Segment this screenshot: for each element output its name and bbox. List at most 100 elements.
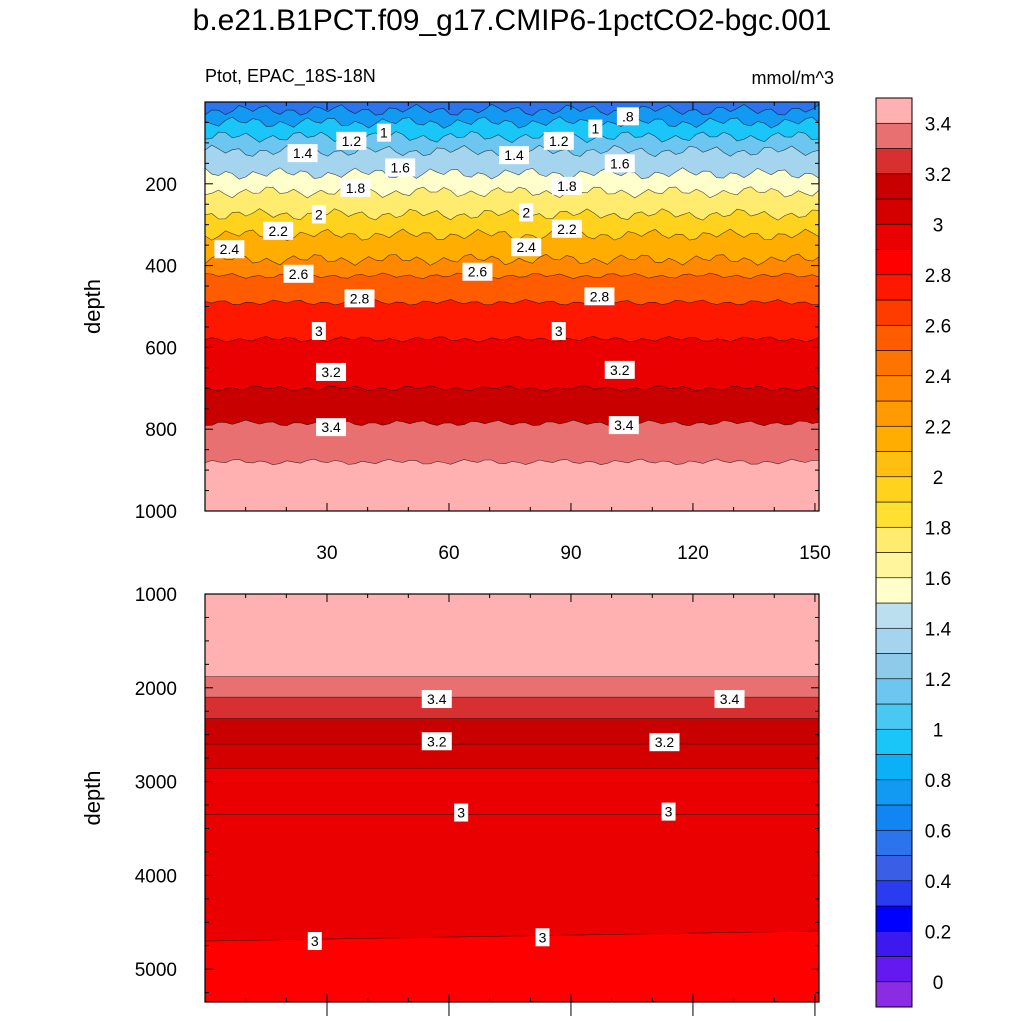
contour-label-text: 2 — [315, 206, 323, 222]
contour-label: 2.8 — [584, 287, 615, 306]
contour-label: 1.8 — [551, 176, 582, 195]
contour-label-bg — [421, 732, 452, 751]
contour-label-text: 1.2 — [549, 133, 569, 149]
y-tick-label: 200 — [145, 175, 177, 196]
contour-label-bg — [421, 690, 452, 709]
colorbar-label: 0 — [933, 973, 944, 994]
colorbar-swatch — [875, 274, 913, 301]
contour-label-text: 1.4 — [293, 145, 313, 161]
y-tick-label: 4000 — [135, 866, 177, 887]
contour-line-2 — [205, 208, 819, 221]
x-tick-label: 90 — [560, 543, 581, 564]
contour-label-bg — [661, 802, 676, 821]
contour-label-bg — [543, 131, 574, 150]
contour-line-2.2 — [205, 228, 819, 241]
contour-label: 3.2 — [421, 732, 452, 751]
colorbar-label: 0.4 — [925, 872, 952, 893]
contour-label-bg — [344, 289, 375, 308]
contour-label-text: 2 — [522, 204, 530, 220]
colorbar-swatch — [875, 425, 913, 452]
contour-label: 2.2 — [551, 219, 582, 238]
contour-label: 1.4 — [287, 144, 318, 163]
contour-label-bg — [649, 733, 680, 752]
contour-line-0.8 — [205, 103, 819, 116]
colorbar-swatch — [875, 779, 913, 806]
colorbar-swatch — [875, 249, 913, 276]
colorbar-swatch — [875, 526, 913, 553]
contour-label-text: 3.2 — [655, 734, 675, 750]
x-tick-label: 30 — [316, 543, 337, 564]
contour-label-bg — [519, 203, 534, 222]
y-axis-label: depth — [80, 770, 105, 825]
contour-label-text: 2.6 — [289, 266, 309, 282]
colorbar-swatch — [875, 703, 913, 730]
colorbar-label: 1.6 — [925, 569, 951, 590]
contour-label-bg — [340, 178, 371, 197]
contour-line-2.4 — [205, 253, 819, 266]
colorbar-label: 3 — [933, 215, 944, 236]
contour-label-bg — [214, 240, 245, 259]
contour-label-bg — [462, 262, 493, 281]
contour-line-3.6 — [205, 458, 819, 466]
colorbar-swatch — [875, 501, 913, 528]
colorbar-swatch — [875, 552, 913, 579]
colorbar-swatch — [875, 602, 913, 629]
colorbar-swatch — [875, 905, 913, 932]
contour-line-3.4 — [205, 419, 819, 427]
contour-label: 3 — [661, 802, 676, 821]
contour-label-bg — [604, 360, 635, 379]
contour-label: 1.4 — [499, 146, 530, 165]
contour-label: 3.2 — [649, 733, 680, 752]
contour-label-text: 3 — [315, 323, 323, 339]
colorbar-label: 1.8 — [925, 518, 951, 539]
contour-label-bg — [511, 238, 542, 257]
contour-label-text: 1.8 — [557, 178, 577, 194]
contour-line-1.8 — [205, 186, 819, 199]
contour-label-text: 3 — [311, 933, 319, 949]
colorbar-swatch — [875, 653, 913, 680]
y-tick-label: 3000 — [135, 773, 177, 794]
contour-label-bg — [604, 154, 635, 173]
contour-label-text: 3.4 — [321, 419, 341, 435]
contour-label-text: 2.8 — [590, 288, 610, 304]
colorbar: 0 0.2 0.4 0.6 0.8 1 1.2 1.4 1.6 1.8 2 2.2 2.4 2.6 2.8 3… — [875, 97, 952, 1008]
colorbar-label: 1 — [933, 720, 944, 741]
colorbar-label: 2.4 — [925, 367, 952, 388]
contour-label: 1.6 — [385, 158, 416, 177]
contour-label-bg — [454, 803, 469, 822]
colorbar-swatch — [875, 122, 913, 149]
contour-label: 2.8 — [344, 289, 375, 308]
colorbar-swatch — [875, 451, 913, 478]
contour-label-text: 3.2 — [427, 733, 447, 749]
y-axis-label: depth — [80, 279, 105, 334]
contour-label-bg — [283, 264, 314, 283]
colorbar-swatch — [875, 198, 913, 225]
contour-label-bg — [584, 287, 615, 306]
variable-subtitle: Ptot, EPAC_18S-18N — [205, 66, 376, 86]
colorbar-swatch — [875, 375, 913, 402]
contour-label: 3.2 — [316, 362, 347, 381]
contour-line-2.98 — [205, 930, 819, 942]
colorbar-label: 3.2 — [925, 165, 951, 186]
colorbar-label: 0.8 — [925, 771, 951, 792]
colorbar-frame — [875, 97, 913, 1008]
contour-label-text: .8 — [622, 108, 634, 124]
contour-label: 3 — [551, 322, 566, 341]
contour-line-3 — [205, 336, 819, 343]
colorbar-swatch — [875, 223, 913, 250]
contour-label-bg — [608, 416, 639, 435]
contour-label-text: 3 — [555, 323, 563, 339]
contour-label-text: 3.2 — [321, 364, 341, 380]
contour-line-1 — [205, 116, 819, 129]
colorbar-swatch — [875, 577, 913, 604]
contour-label: 3.2 — [604, 360, 635, 379]
contour-label-text: 3.2 — [610, 362, 630, 378]
contour-label-bg — [499, 146, 530, 165]
colorbar-swatch — [875, 678, 913, 705]
contour-line-1.6 — [205, 167, 819, 180]
contour-line-3.2 — [205, 385, 819, 392]
contour-label-text: 1 — [380, 125, 388, 141]
colorbar-label: 1.2 — [925, 670, 951, 691]
contour-label-text: 3.4 — [614, 417, 634, 433]
